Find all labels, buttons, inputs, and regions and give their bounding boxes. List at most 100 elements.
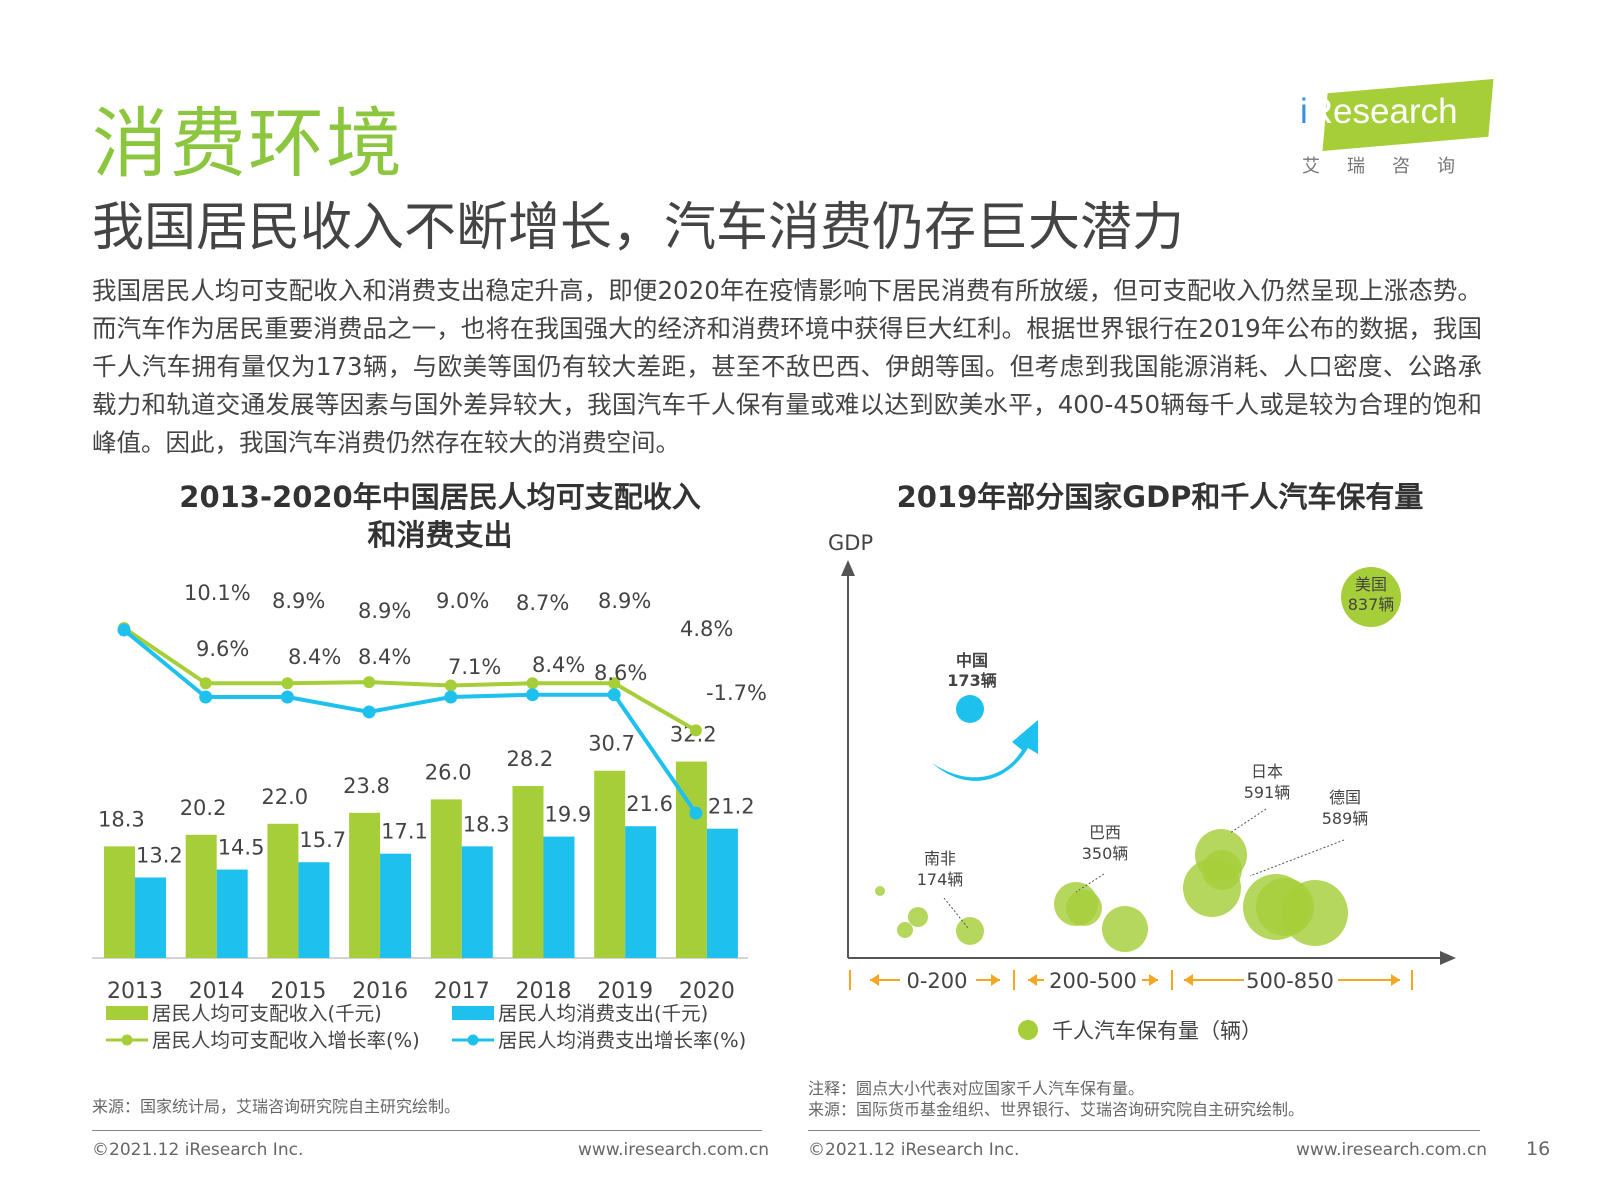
bar-label-spend-2016: 17.1 bbox=[381, 820, 428, 844]
y-axis-arrow bbox=[841, 560, 855, 576]
x-tick-2018: 2018 bbox=[516, 979, 572, 1004]
range-label-2: 500-850 bbox=[1246, 969, 1334, 993]
bar-income-2017 bbox=[430, 799, 462, 958]
bar-income-2019 bbox=[594, 770, 626, 958]
bar-label-income-2013: 18.3 bbox=[98, 807, 145, 831]
china-label-value: 173辆 bbox=[947, 671, 996, 690]
rate-label-income-2: 8.9% bbox=[358, 599, 411, 623]
bar-spend-2019 bbox=[625, 826, 657, 958]
x-tick-2020: 2020 bbox=[679, 979, 735, 1004]
x-tick-2019: 2019 bbox=[597, 979, 653, 1004]
legend-label-2: 居民人均可支配收入增长率(%) bbox=[152, 1029, 420, 1052]
china-label-name: 中国 bbox=[956, 651, 988, 670]
growth-arrow-icon bbox=[932, 720, 1038, 781]
bar-label-income-2017: 26.0 bbox=[425, 760, 472, 784]
legend-marker-3 bbox=[467, 1034, 479, 1046]
footer-url-right: www.iresearch.com.cn bbox=[1296, 1140, 1488, 1160]
x-tick-2013: 2013 bbox=[107, 979, 163, 1004]
rate-label-spend-2: 8.4% bbox=[358, 645, 411, 669]
logo-i: i bbox=[1300, 92, 1308, 131]
left-source: 来源：国家统计局，艾瑞咨询研究院自主研究绘制。 bbox=[92, 1097, 461, 1116]
left-chart-title: 2013-2020年中国居民人均可支配收入 和消费支出 bbox=[120, 478, 760, 554]
bar-income-2014 bbox=[185, 834, 217, 958]
legend-marker-2 bbox=[121, 1034, 133, 1046]
bar-spend-2014 bbox=[216, 869, 248, 958]
point-spend-growth-2017 bbox=[444, 690, 458, 704]
bar-spend-2018 bbox=[543, 836, 575, 958]
bar-label-income-2018: 28.2 bbox=[507, 747, 554, 771]
country-bubble-3 bbox=[956, 917, 984, 945]
x-tick-2017: 2017 bbox=[434, 979, 490, 1004]
annotation-value-3: 589辆 bbox=[1322, 809, 1369, 828]
income-spending-chart: 18.3 13.2 2013 20.2 14.5 2014 22.0 15.7 2015 23.8… bbox=[92, 581, 767, 1052]
country-bubble-12 bbox=[1282, 880, 1348, 946]
annotation-value-2: 591辆 bbox=[1244, 783, 1291, 802]
footer-url-left: www.iresearch.com.cn bbox=[578, 1140, 770, 1160]
usa-label-name: 美国 bbox=[1355, 575, 1387, 594]
range-arrow-left-icon-0 bbox=[870, 974, 879, 986]
point-income-growth-2018 bbox=[526, 677, 539, 690]
range-arrow-left-icon-2 bbox=[1184, 974, 1193, 986]
line-spend-growth bbox=[122, 628, 698, 815]
bar-label-spend-2015: 15.7 bbox=[299, 828, 346, 852]
body-paragraph: 我国居民人均可支配收入和消费支出稳定升高，即便2020年在疫情影响下居民消费有所… bbox=[92, 276, 1482, 457]
country-bubble-2 bbox=[897, 922, 913, 938]
country-bubble-6 bbox=[1102, 906, 1148, 952]
country-bubble-9 bbox=[1202, 850, 1242, 890]
footer-copyright-left: ©2021.12 iResearch Inc. bbox=[92, 1140, 304, 1160]
point-spend-growth-2014 bbox=[199, 690, 213, 704]
annotation-value-5: 174辆 bbox=[917, 870, 964, 889]
point-income-growth-2020 bbox=[689, 724, 702, 737]
point-spend-growth-2019 bbox=[607, 688, 621, 702]
bar-label-spend-2018: 19.9 bbox=[545, 803, 592, 827]
logo-wordmark: iResearch bbox=[1300, 92, 1458, 132]
point-income-growth-2017 bbox=[444, 679, 457, 692]
legend-swatch-0 bbox=[106, 1006, 148, 1020]
bar-label-spend-2014: 14.5 bbox=[218, 836, 265, 860]
annotation-value-4: 350辆 bbox=[1082, 844, 1129, 863]
rate-label-income-3: 9.0% bbox=[436, 589, 489, 613]
range-arrow-left-icon-1 bbox=[1028, 974, 1037, 986]
logo-name: Research bbox=[1307, 92, 1458, 131]
annotation-name-2: 日本 bbox=[1251, 762, 1283, 781]
right-source: 来源：国际货币基金组织、世界银行、艾瑞咨询研究院自主研究绘制。 bbox=[808, 1100, 1305, 1119]
rate-label-spend-1: 8.4% bbox=[288, 645, 341, 669]
range-arrow-right-icon-0 bbox=[991, 974, 1000, 986]
rate-label-income-6: 4.8% bbox=[680, 617, 733, 641]
rate-label-income-4: 8.7% bbox=[516, 591, 569, 615]
y-axis-label: GDP bbox=[828, 531, 873, 555]
line-income-growth bbox=[122, 626, 697, 733]
annotation-name-3: 德国 bbox=[1329, 788, 1361, 807]
china-bubble bbox=[956, 695, 984, 723]
bar-income-2016 bbox=[349, 812, 381, 958]
legend-label-3: 居民人均消费支出增长率(%) bbox=[498, 1029, 746, 1052]
point-income-growth-2019 bbox=[608, 677, 621, 690]
left-chart-title-line1: 2013-2020年中国居民人均可支配收入 bbox=[179, 480, 701, 514]
point-spend-growth-2016 bbox=[362, 705, 376, 719]
bar-income-2015 bbox=[267, 823, 299, 958]
range-arrow-right-icon-1 bbox=[1149, 974, 1158, 986]
section-title: 消费环境 bbox=[92, 99, 404, 188]
legend-swatch-1 bbox=[452, 1006, 494, 1020]
rate-label-spend-3: 7.1% bbox=[448, 655, 501, 679]
rate-label-spend-6: -1.7% bbox=[706, 681, 767, 705]
bar-spend-2015 bbox=[298, 862, 330, 958]
rate-label-income-1: 8.9% bbox=[272, 589, 325, 613]
point-income-growth-2016 bbox=[363, 676, 376, 689]
bar-label-spend-2019: 21.6 bbox=[626, 792, 673, 816]
headline: 我国居民收入不断增长，汽车消费仍存巨大潜力 bbox=[92, 198, 1185, 258]
usa-bubble bbox=[1341, 567, 1401, 627]
bar-spend-2020 bbox=[706, 828, 738, 958]
bar-label-income-2019: 30.7 bbox=[588, 732, 635, 756]
x-tick-2015: 2015 bbox=[270, 979, 326, 1004]
bar-label-income-2014: 20.2 bbox=[180, 796, 227, 820]
bar-label-income-2015: 22.0 bbox=[261, 785, 308, 809]
x-tick-2014: 2014 bbox=[189, 979, 245, 1004]
annotation-leader-3 bbox=[1249, 839, 1345, 877]
range-label-1: 200-500 bbox=[1049, 969, 1137, 993]
left-chart-title-line2: 和消费支出 bbox=[367, 518, 513, 552]
bar-income-2018 bbox=[512, 785, 544, 958]
legend-bubble-icon bbox=[1018, 1020, 1038, 1040]
right-chart-title: 2019年部分国家GDP和千人汽车保有量 bbox=[896, 480, 1424, 514]
footer-rule-right bbox=[808, 1130, 1480, 1131]
